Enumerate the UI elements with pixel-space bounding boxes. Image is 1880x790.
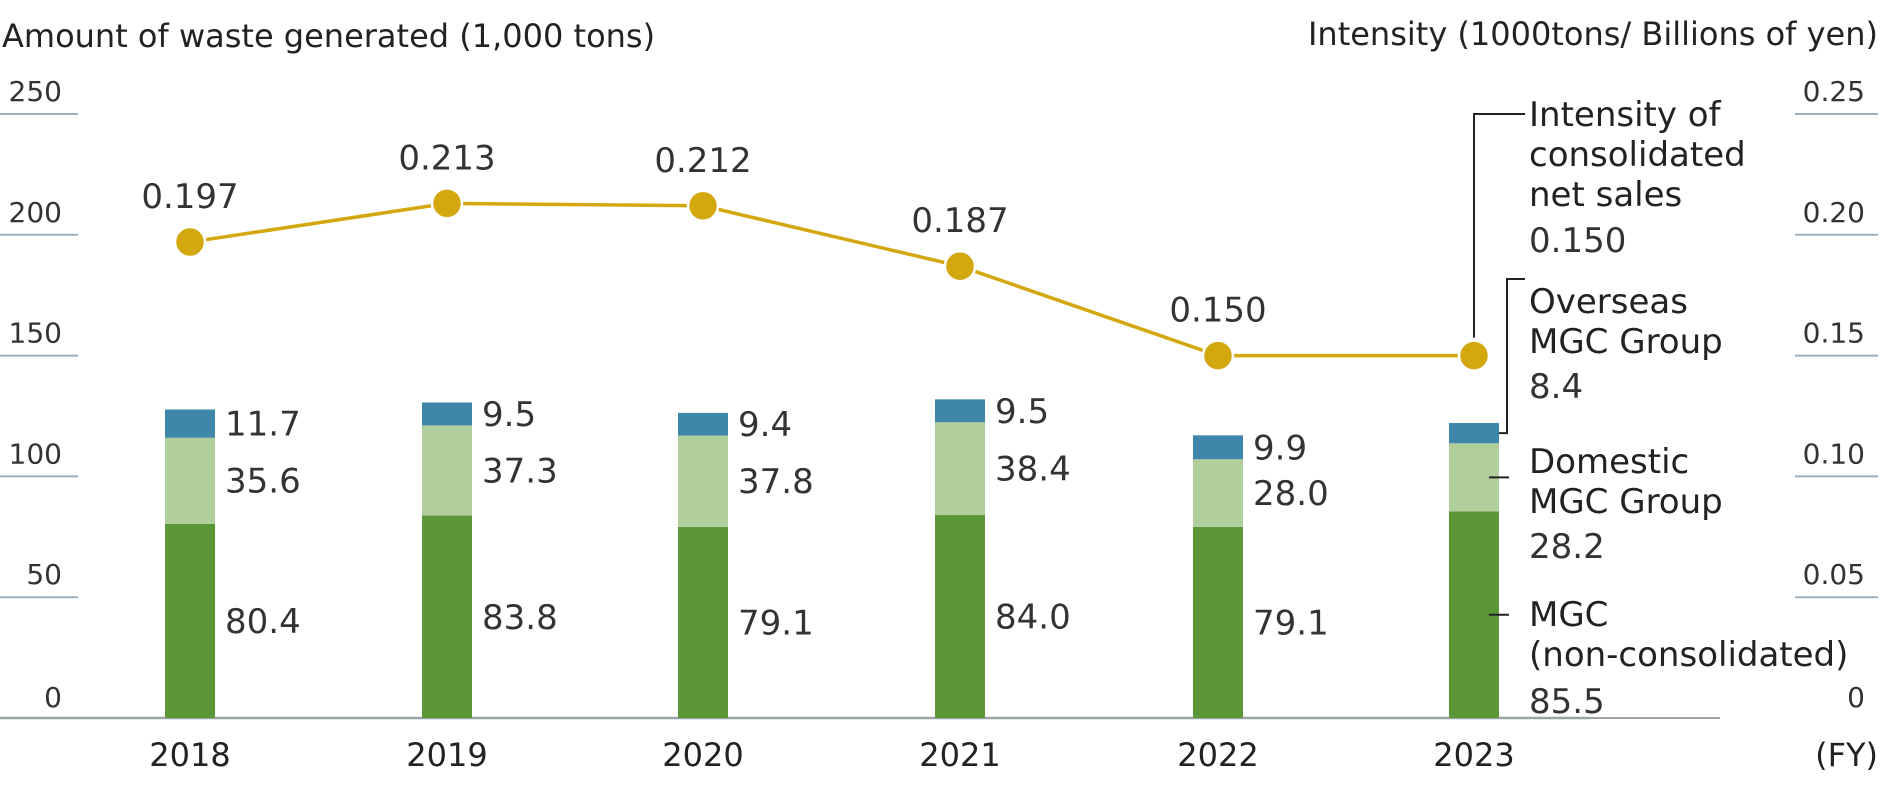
- intensity-point: [173, 225, 207, 259]
- bar-segment-mgc: [935, 515, 985, 718]
- left-tick-label: 250: [9, 75, 62, 108]
- right-tick-label: 0.05: [1803, 558, 1865, 591]
- bar-segment-domestic: [422, 425, 472, 516]
- intensity-point: [943, 249, 977, 283]
- x-unit-label: (FY): [1815, 736, 1878, 774]
- overseas-leader-line: [1499, 278, 1525, 435]
- bar-segment-overseas: [935, 399, 985, 423]
- value-label-mgc: 83.8: [482, 598, 558, 638]
- bar-segment-mgc: [422, 515, 472, 718]
- legend-overseas-text: MGC Group: [1529, 322, 1723, 362]
- bar-segment-mgc: [165, 523, 215, 718]
- legend-mgc-text: (non-consolidated): [1529, 635, 1848, 675]
- intensity-value-label: 0.197: [141, 177, 238, 217]
- intensity-leader-line: [1473, 113, 1525, 338]
- intensity-point: [430, 187, 464, 220]
- left-tick-label: 0: [44, 681, 62, 714]
- bar-segment-domestic: [1193, 459, 1243, 527]
- value-label-mgc: 79.1: [738, 603, 814, 643]
- legend-intensity-text: net sales: [1529, 175, 1682, 215]
- bar-segment-overseas: [678, 412, 728, 436]
- bar-segment-overseas: [1193, 435, 1243, 460]
- right-tick-label: 0.10: [1803, 437, 1865, 470]
- intensity-line: [189, 201, 1474, 358]
- value-label-overseas: 11.7: [225, 404, 301, 444]
- bar-segment-overseas: [165, 409, 215, 438]
- left-tick-label: 200: [9, 196, 62, 229]
- bar-segment-mgc: [678, 526, 728, 718]
- bar-segment-mgc: [1193, 526, 1243, 718]
- bar-segment-domestic: [678, 435, 728, 527]
- bar-segment-overseas: [1449, 423, 1499, 444]
- bar-segment-overseas: [422, 402, 472, 426]
- right-axis-title: Intensity (1000tons/ Billions of yen): [1308, 15, 1878, 53]
- intensity-value-label: 0.213: [398, 138, 495, 178]
- left-tick-label: 150: [9, 317, 62, 350]
- value-label-domestic: 37.3: [482, 451, 558, 491]
- x-tick-label: 2023: [1433, 736, 1514, 774]
- value-label-mgc: 84.0: [995, 598, 1071, 638]
- legend-overseas-text: Overseas: [1529, 282, 1688, 322]
- left-axis-title: Amount of waste generated (1,000 tons): [2, 17, 655, 55]
- value-label-domestic: 35.6: [225, 462, 301, 502]
- intensity-value-label: 0.150: [1169, 291, 1266, 331]
- legend-mgc-text: MGC: [1529, 595, 1608, 635]
- intensity-value-label: 0.187: [911, 201, 1008, 241]
- value-label-domestic: 38.4: [995, 450, 1071, 490]
- value-label-domestic: 37.8: [738, 462, 814, 502]
- legend-overseas-value: 8.4: [1529, 367, 1583, 407]
- legend-domestic-text: MGC Group: [1529, 482, 1723, 522]
- x-tick-label: 2021: [919, 736, 1000, 774]
- x-tick-label: 2020: [662, 736, 743, 774]
- x-tick-label: 2018: [149, 736, 230, 774]
- value-label-overseas: 9.9: [1253, 428, 1307, 468]
- value-label-overseas: 9.5: [995, 392, 1049, 432]
- left-tick-label: 100: [9, 437, 62, 470]
- right-tick-label: 0.20: [1803, 196, 1865, 229]
- legend-domestic-value: 28.2: [1529, 527, 1605, 567]
- value-label-mgc: 79.1: [1253, 603, 1329, 643]
- legend-intensity-value: 0.150: [1529, 221, 1626, 261]
- x-tick-label: 2019: [406, 736, 487, 774]
- legend-intensity-text: consolidated: [1529, 135, 1746, 175]
- left-tick-label: 50: [26, 558, 62, 591]
- value-label-domestic: 28.0: [1253, 474, 1329, 514]
- intensity-value-label: 0.212: [654, 141, 751, 181]
- right-tick-label: 0.15: [1803, 317, 1865, 350]
- legend-mgc-value: 85.5: [1529, 682, 1605, 722]
- legend-domestic-text: Domestic: [1529, 442, 1689, 482]
- intensity-point: [1201, 339, 1235, 372]
- x-tick-label: 2022: [1177, 736, 1258, 774]
- intensity-point: [1457, 339, 1491, 372]
- intensity-point: [686, 189, 720, 223]
- bar-segment-domestic: [935, 422, 985, 516]
- right-tick-label: 0.25: [1803, 75, 1865, 108]
- bar-segment-domestic: [165, 437, 215, 524]
- legend-intensity-text: Intensity of: [1529, 95, 1722, 135]
- value-label-overseas: 9.5: [482, 395, 536, 435]
- value-label-mgc: 80.4: [225, 602, 301, 642]
- right-tick-label: 0: [1847, 681, 1865, 714]
- value-label-overseas: 9.4: [738, 405, 792, 445]
